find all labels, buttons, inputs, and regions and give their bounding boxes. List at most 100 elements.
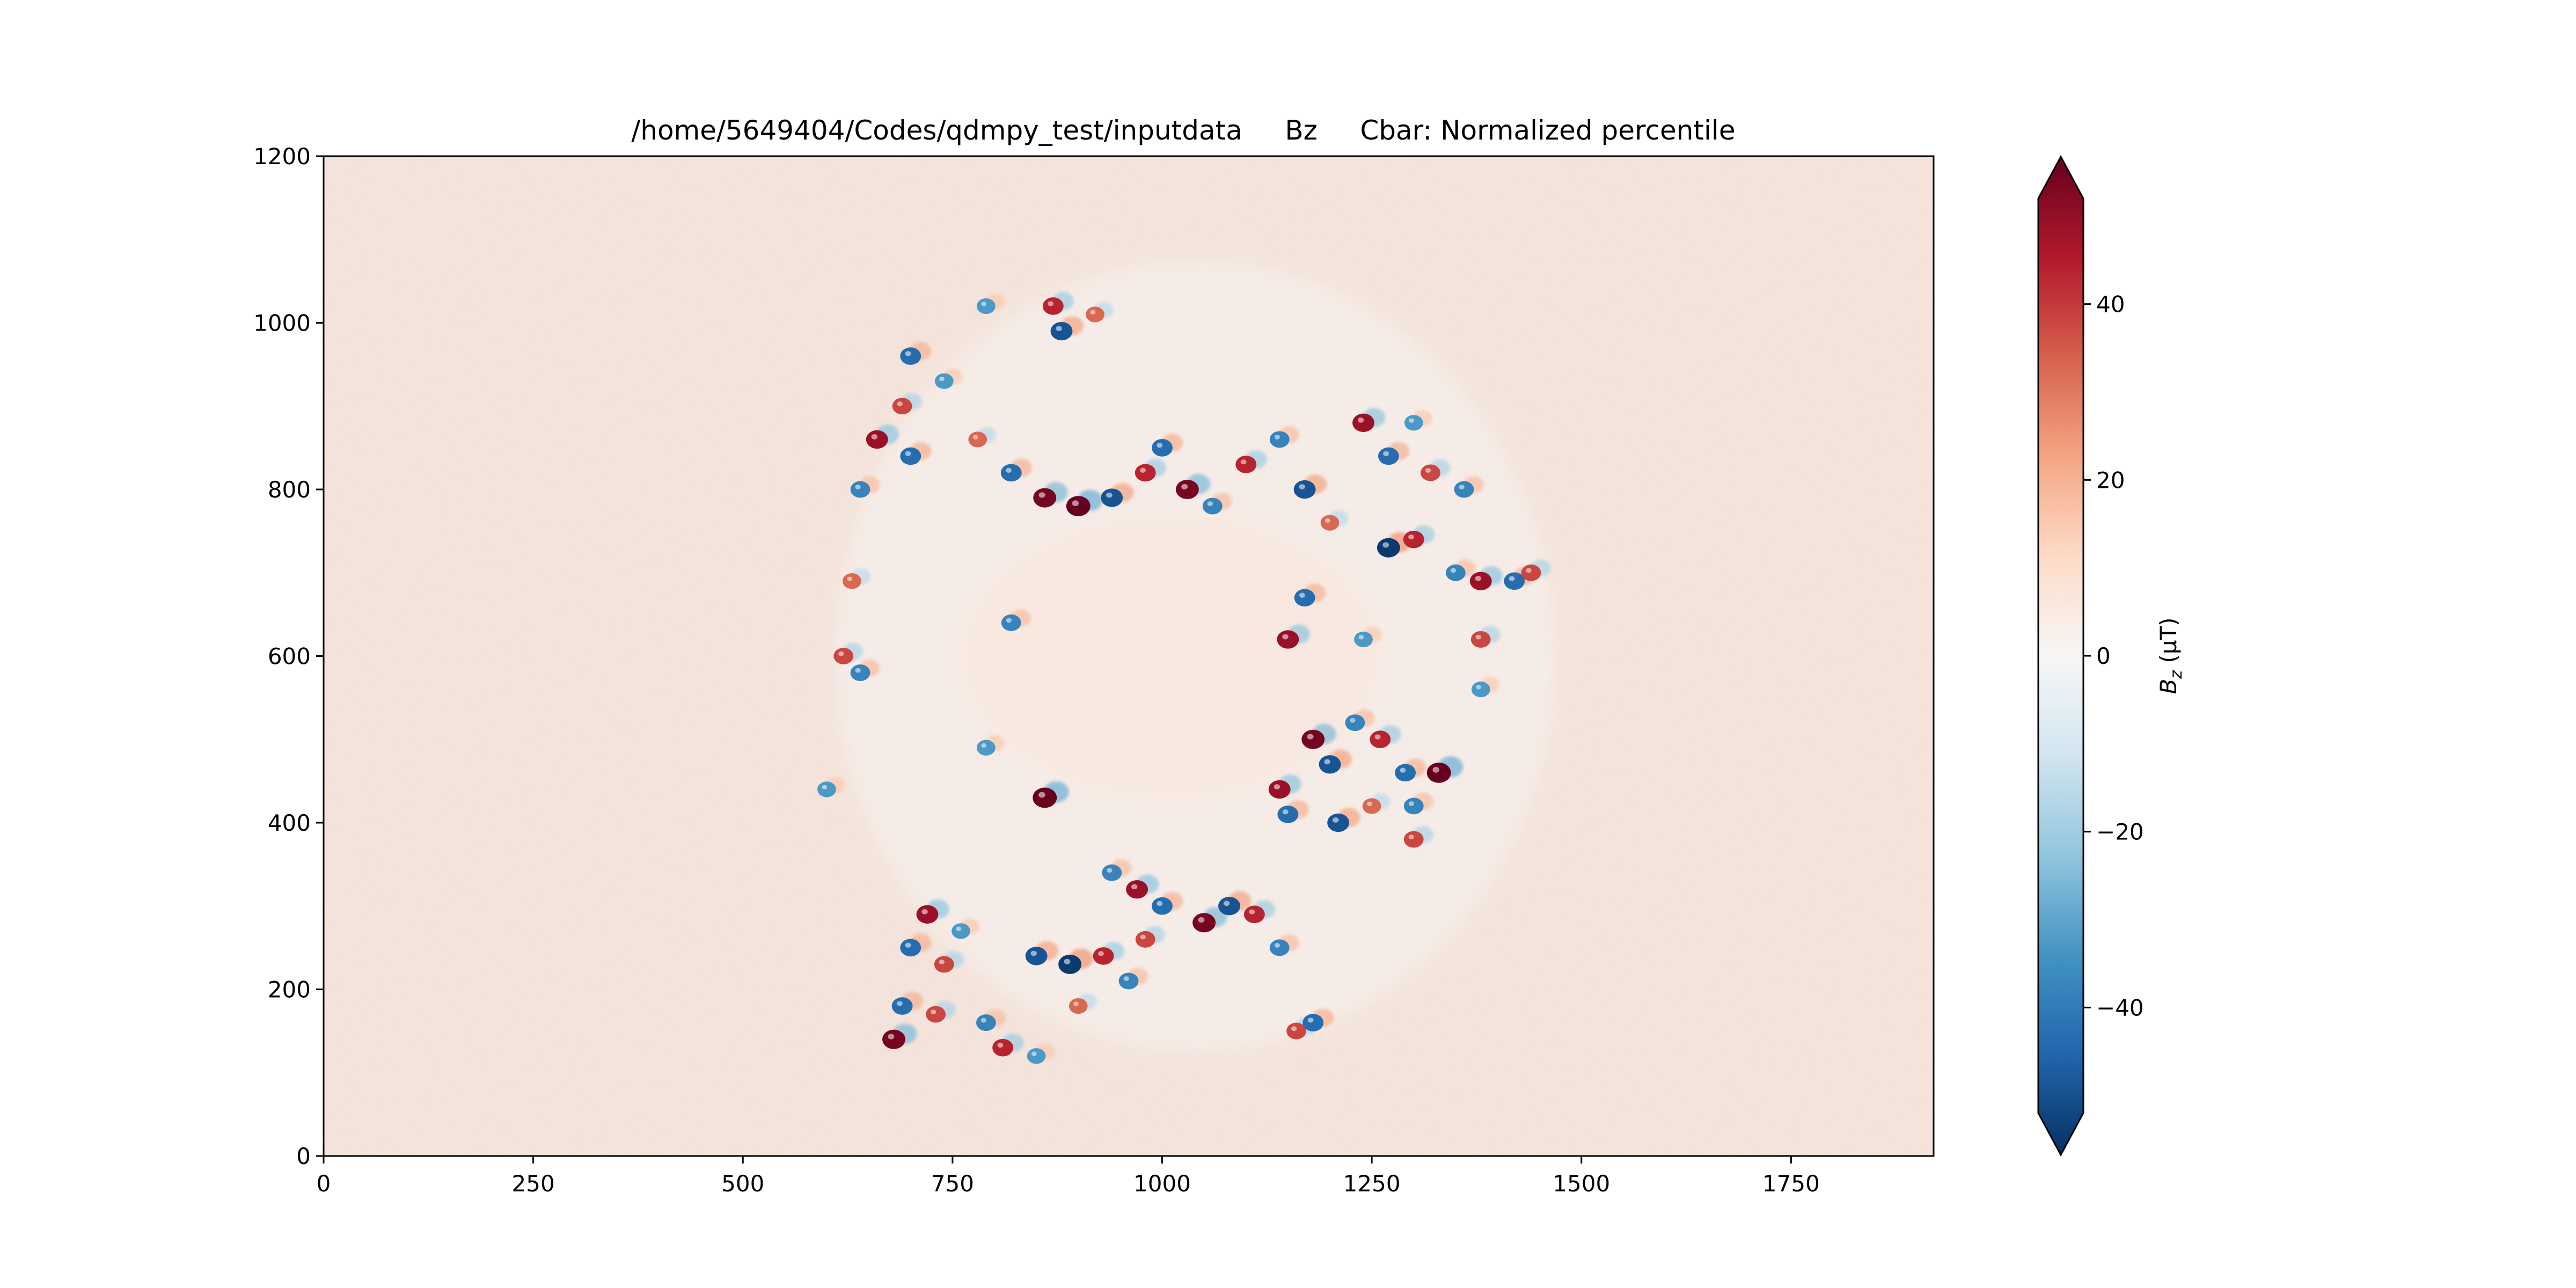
y-tick-label: 800 xyxy=(268,477,311,503)
field-feature xyxy=(1404,410,1433,431)
field-feature xyxy=(1135,926,1166,948)
field-feature xyxy=(1069,993,1097,1014)
field-feature xyxy=(1378,442,1410,465)
field-feature xyxy=(968,427,997,448)
field-feature xyxy=(1345,709,1375,731)
y-tick-label: 400 xyxy=(268,810,311,836)
x-tick-label: 750 xyxy=(931,1170,974,1197)
y-axis: 0 200 400 600 800 1000 1200 xyxy=(253,143,324,1169)
field-feature xyxy=(1403,792,1434,815)
field-feature xyxy=(1218,891,1252,916)
field-feature xyxy=(1118,967,1148,990)
colorbar-label: Bz (μT) xyxy=(2155,617,2186,694)
field-feature xyxy=(926,1001,956,1023)
field-feature xyxy=(1152,433,1183,457)
field-feature xyxy=(1269,934,1300,956)
field-feature xyxy=(1093,941,1124,965)
field-feature xyxy=(882,1023,917,1049)
field-feature xyxy=(1175,473,1211,500)
field-feature xyxy=(1025,941,1059,965)
field-feature xyxy=(1445,559,1476,581)
field-feature xyxy=(976,1009,1006,1031)
field-feature xyxy=(1403,826,1434,848)
field-feature xyxy=(850,659,880,682)
y-tick-label: 1000 xyxy=(253,310,311,336)
field-feature xyxy=(1277,800,1309,823)
field-feature xyxy=(1058,948,1093,974)
field-feature xyxy=(916,899,949,924)
field-feature xyxy=(1395,758,1426,782)
colorbar-tick-label: 20 xyxy=(2096,467,2125,493)
colorbar-gradient xyxy=(2037,155,2084,1157)
field-feature xyxy=(1126,874,1159,899)
sample-inner-region xyxy=(961,514,1380,798)
field-feature xyxy=(976,293,1005,314)
field-feature xyxy=(1327,808,1360,832)
field-feature xyxy=(1269,426,1300,448)
field-feature xyxy=(992,1033,1024,1057)
field-feature xyxy=(1243,900,1276,924)
field-feature xyxy=(1469,566,1503,590)
colorbar-tick-label: 40 xyxy=(2096,291,2125,318)
x-tick-label: 1000 xyxy=(1133,1170,1191,1197)
x-tick-label: 1500 xyxy=(1553,1170,1610,1197)
field-feature xyxy=(1042,292,1074,315)
plot-area xyxy=(324,156,1934,1156)
field-feature xyxy=(1320,510,1349,531)
field-feature xyxy=(1370,725,1401,749)
field-feature xyxy=(1268,774,1302,799)
colorbar-tick-label: −40 xyxy=(2096,994,2144,1021)
field-feature xyxy=(1192,907,1227,933)
field-feature xyxy=(1352,407,1386,432)
field-feature xyxy=(1302,1008,1334,1031)
field-feature xyxy=(891,992,923,1015)
field-feature xyxy=(1101,482,1134,507)
field-feature xyxy=(1403,525,1435,548)
field-feature xyxy=(1086,302,1114,323)
field-feature xyxy=(900,933,932,957)
field-feature xyxy=(817,777,846,797)
field-feature xyxy=(1135,458,1167,482)
x-axis: 0 250 500 750 1000 1250 1500 1750 xyxy=(317,1156,1820,1197)
field-feature xyxy=(1033,781,1069,808)
field-feature xyxy=(1152,891,1183,915)
field-feature xyxy=(833,642,863,664)
field-feature xyxy=(892,392,922,415)
field-feature xyxy=(1470,626,1501,648)
field-feature xyxy=(1066,489,1103,516)
field-features xyxy=(817,292,1551,1064)
x-tick-label: 1750 xyxy=(1762,1170,1820,1197)
x-tick-label: 500 xyxy=(721,1170,764,1197)
y-tick-label: 600 xyxy=(268,643,311,670)
x-tick-label: 0 xyxy=(317,1170,331,1197)
y-tick-label: 0 xyxy=(296,1143,311,1169)
y-tick-label: 200 xyxy=(268,977,311,1003)
field-feature xyxy=(1354,626,1382,648)
field-feature xyxy=(850,475,880,498)
field-feature xyxy=(1277,624,1310,649)
colorbar-tick-label: −20 xyxy=(2096,819,2144,845)
field-feature xyxy=(866,425,899,449)
field-feature xyxy=(1000,458,1033,482)
field-feature xyxy=(842,568,871,589)
field-feature xyxy=(900,342,932,365)
field-feature xyxy=(900,442,932,465)
field-feature xyxy=(1471,676,1500,698)
y-tick-label: 1200 xyxy=(253,143,311,170)
x-tick-label: 1250 xyxy=(1343,1170,1401,1197)
field-feature xyxy=(1521,559,1551,581)
x-tick-label: 250 xyxy=(512,1170,555,1197)
field-feature xyxy=(952,918,980,939)
chart-title: /home/5649404/Codes/qdmpy_test/inputdata… xyxy=(631,115,1735,146)
field-feature xyxy=(1202,493,1233,515)
field-feature xyxy=(1293,474,1327,499)
field-feature xyxy=(1294,583,1326,607)
field-feature xyxy=(1050,316,1084,341)
field-feature xyxy=(1454,475,1484,498)
field-feature xyxy=(1319,749,1352,774)
field-feature xyxy=(1001,609,1031,631)
field-feature xyxy=(1426,756,1463,783)
field-feature xyxy=(1033,482,1068,508)
field-feature xyxy=(1102,859,1132,881)
